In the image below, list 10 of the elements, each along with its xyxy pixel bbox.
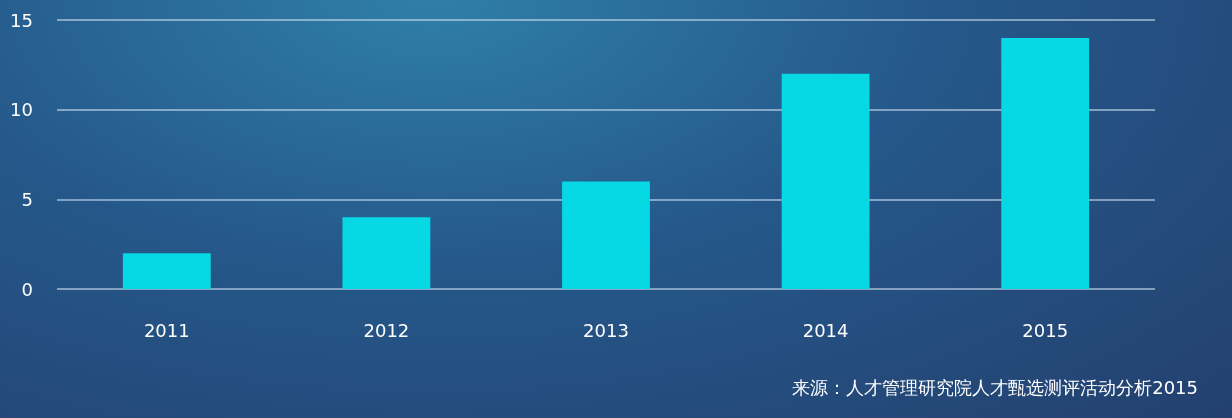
x-tick-label: 2011 [143,319,190,341]
x-tick-label: 2014 [802,319,849,341]
x-tick-label: 2012 [363,319,410,341]
y-tick-label: 0 [21,278,33,300]
source-note: 来源：人才管理研究院人才甄选测评活动分析2015 [792,376,1198,398]
x-tick-label: 2013 [583,319,629,341]
y-tick-label: 15 [10,9,33,31]
x-tick-label: 2015 [1022,319,1069,341]
y-tick-label: 5 [21,188,33,210]
y-tick-label: 10 [10,99,33,121]
